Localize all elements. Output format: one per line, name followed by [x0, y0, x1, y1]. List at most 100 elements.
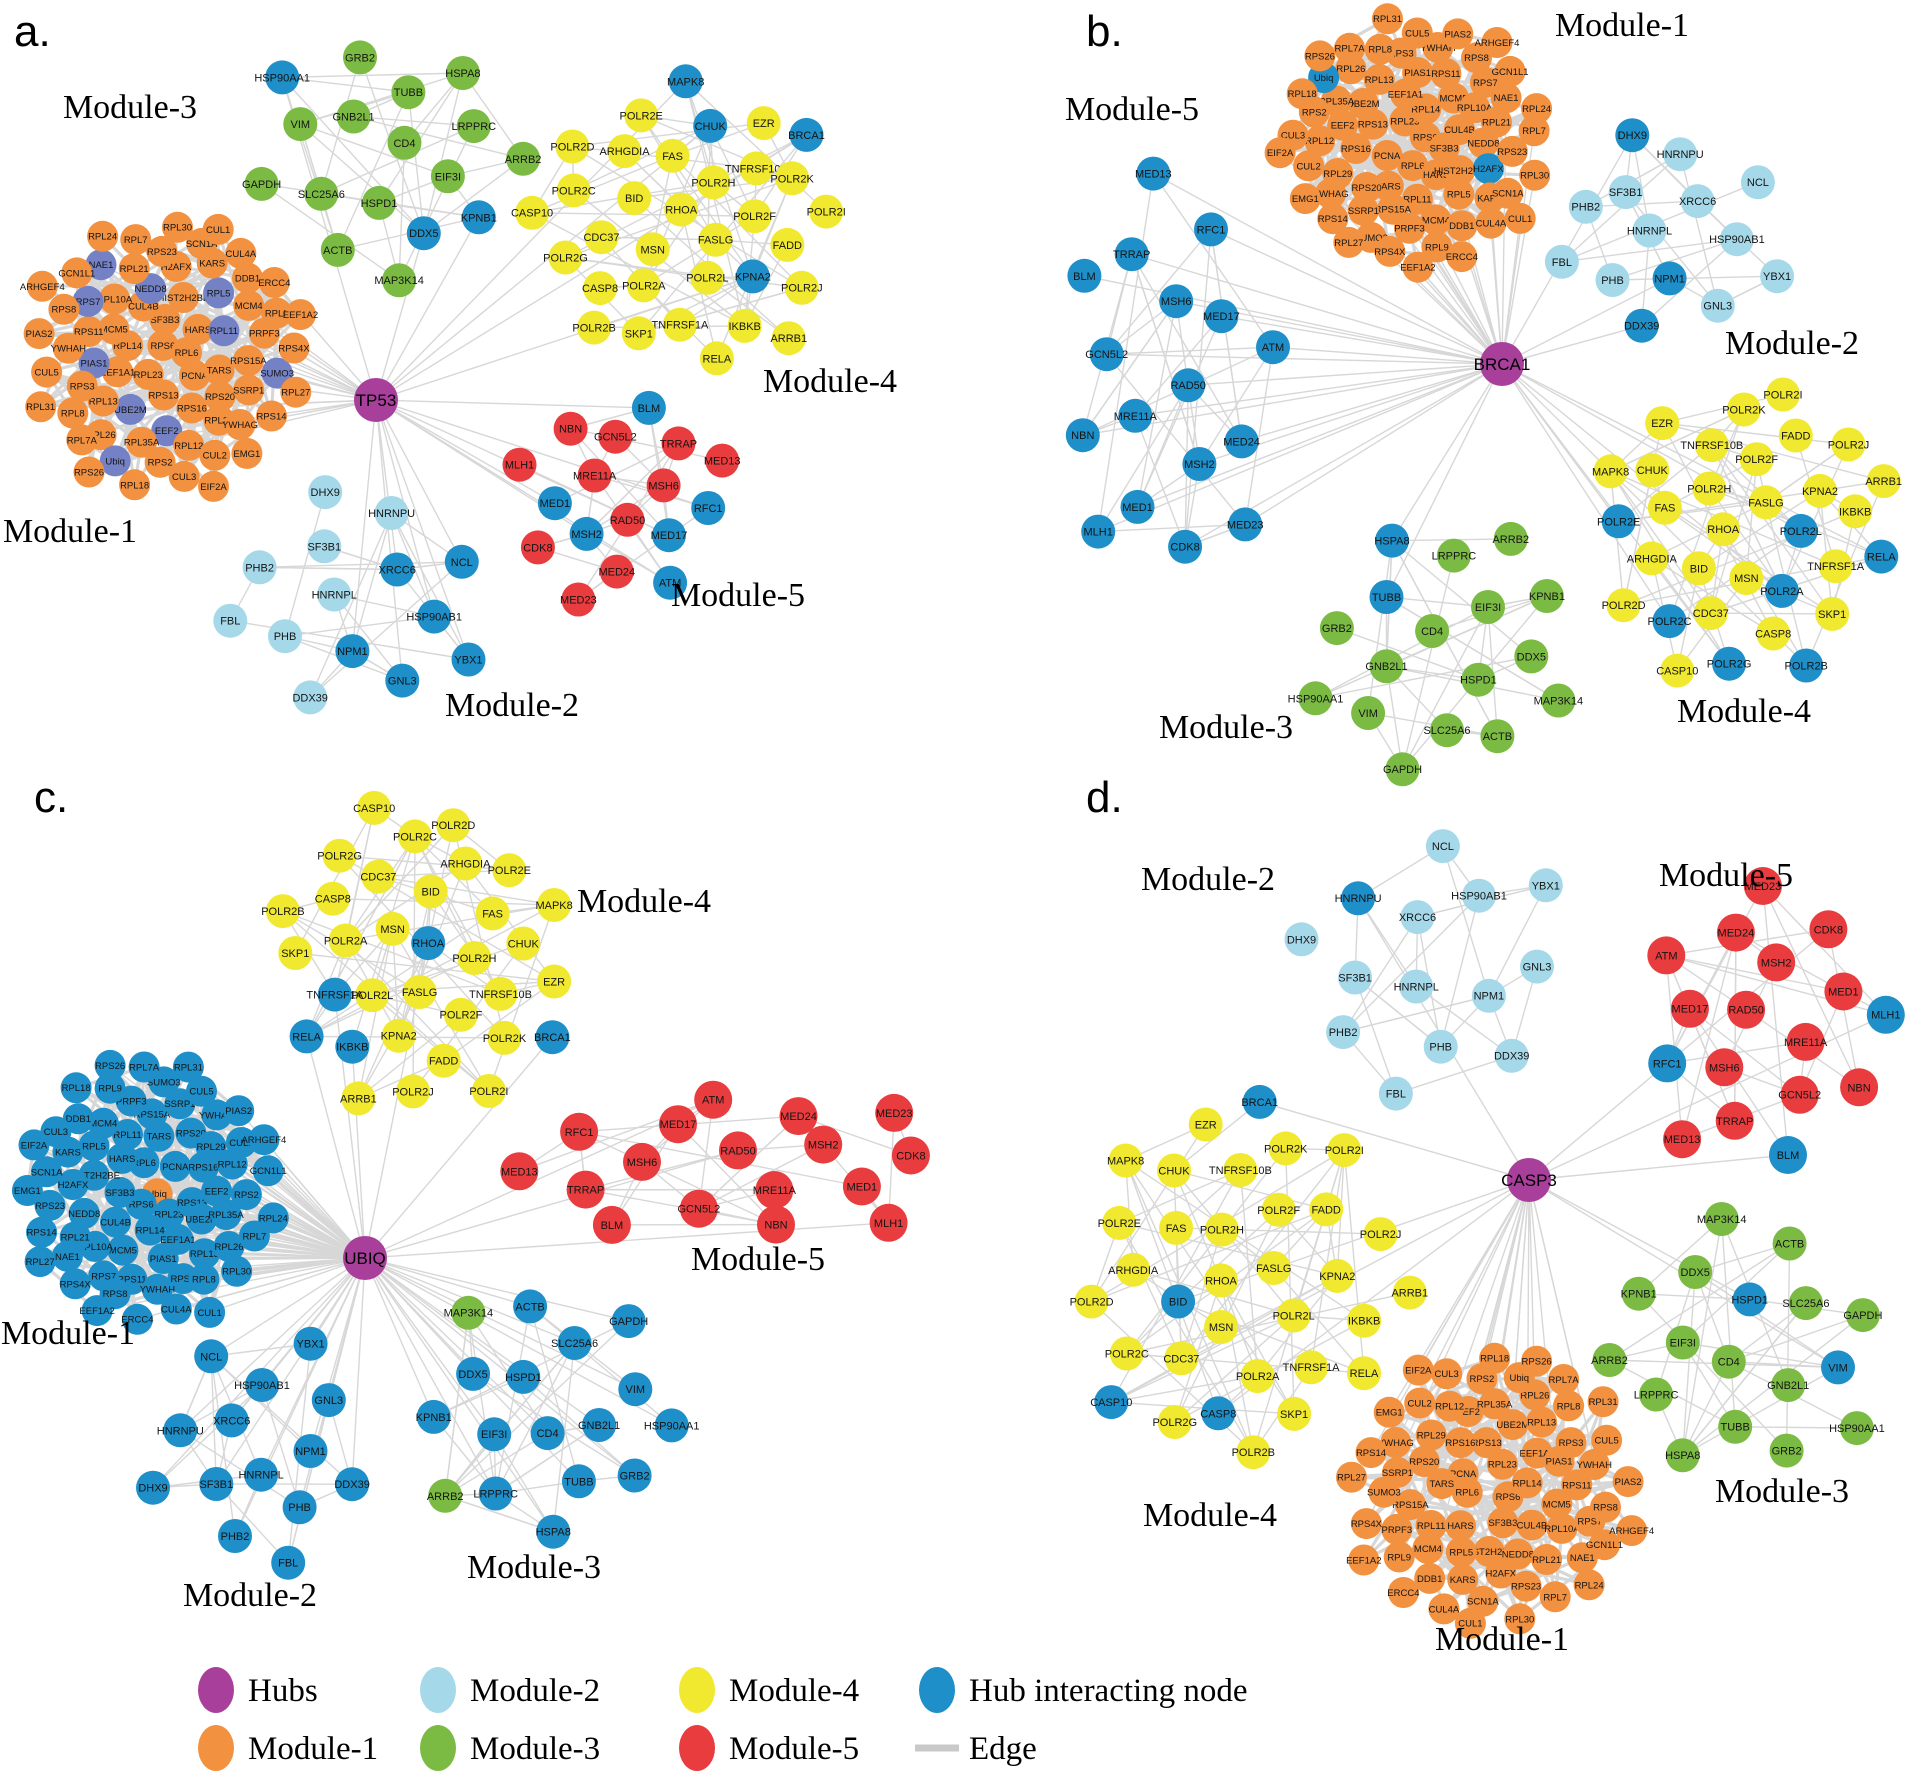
- node-label: CDK8: [523, 542, 552, 554]
- node-label: PRPF3: [249, 329, 280, 340]
- network-node: [746, 106, 781, 141]
- network-node: [406, 216, 441, 251]
- node-label: RHOA: [1707, 524, 1739, 536]
- network-node: [1504, 202, 1536, 234]
- edge: [1638, 1293, 1788, 1452]
- network-node: [1355, 1437, 1387, 1469]
- node-label: VIM: [1828, 1362, 1848, 1374]
- node-label: RELA: [1350, 1368, 1379, 1380]
- node-label: SLC25A6: [1423, 725, 1470, 737]
- network-node: [451, 1295, 486, 1330]
- network-node: [621, 316, 656, 351]
- node-label: POLR2L: [1273, 1310, 1315, 1322]
- network-node: [1224, 424, 1259, 459]
- node-label: MED1: [1122, 502, 1153, 514]
- node-label: ARRB1: [770, 333, 807, 345]
- hub-edge: [215, 1257, 366, 1485]
- network-node: [1587, 1386, 1619, 1418]
- edge: [306, 904, 555, 1038]
- hub-edge: [1528, 1062, 1668, 1181]
- node-label: MED24: [598, 567, 635, 579]
- network-node: [1304, 125, 1336, 157]
- node-label: RPL7A: [1549, 1375, 1580, 1386]
- node-label: RPL6: [1455, 1488, 1479, 1499]
- network-node: [1743, 867, 1782, 905]
- edge: [1442, 845, 1490, 997]
- node-label: PCNA: [162, 1162, 189, 1173]
- hub-edge: [375, 399, 463, 563]
- node-label: PIAS2: [225, 1106, 252, 1117]
- edge: [345, 824, 454, 941]
- edge: [1082, 300, 1177, 436]
- network-node: [617, 1458, 652, 1493]
- node-label: SF3B1: [1338, 972, 1372, 984]
- network-node: [1526, 1406, 1558, 1438]
- node-label: HNRNPU: [368, 508, 415, 520]
- network-node: [107, 1234, 139, 1266]
- node-label: FADD: [1781, 431, 1810, 443]
- network-node: [66, 370, 98, 402]
- node-label: RPL35A: [208, 1210, 244, 1221]
- hub-edge: [273, 282, 377, 401]
- edge: [1134, 415, 1186, 547]
- node-label: EZR: [1195, 1120, 1217, 1132]
- network-node: [1757, 943, 1796, 982]
- node-label: RPS7: [91, 1271, 116, 1282]
- edge: [1440, 895, 1480, 1047]
- node-label: SSRP1: [1348, 206, 1379, 217]
- node-label: BID: [625, 193, 643, 205]
- edge: [1689, 1008, 1789, 1156]
- edge: [522, 1376, 636, 1477]
- hub-edge: [1391, 363, 1503, 541]
- network-node: [1778, 418, 1813, 453]
- node-label: MCM5: [109, 1246, 137, 1257]
- network-node: [560, 1112, 599, 1151]
- module-cluster-module-3: CD4 HSPD1 GNB2L1 EIF3I SLC25A6 TUBB DDX5 VIM LRP…: [1288, 521, 1583, 787]
- hub-edge: [1188, 363, 1503, 386]
- edge: [1401, 555, 1455, 770]
- node-label: RPL8: [192, 1275, 216, 1286]
- network-node: [577, 458, 612, 493]
- network-node: [11, 1175, 43, 1206]
- edge: [1612, 275, 1778, 281]
- node-label: CDC37: [360, 872, 396, 884]
- node-label: RPS11: [117, 1275, 146, 1286]
- node-label: GCN5L2: [1778, 1090, 1821, 1102]
- node-label: YBX1: [1532, 880, 1560, 892]
- edge: [1609, 471, 1625, 606]
- node-label: YBX1: [297, 1339, 325, 1351]
- network-node: [242, 550, 277, 585]
- network-node: [1264, 137, 1296, 169]
- node-label: HARS: [1423, 170, 1449, 181]
- network-node: [691, 491, 726, 525]
- node-label: TRRAP: [1113, 249, 1150, 261]
- network-node: [1428, 1593, 1460, 1625]
- network-node: [1693, 596, 1728, 631]
- node-label: PHB2: [1571, 202, 1600, 214]
- node-label: CUL4B: [128, 301, 159, 312]
- edge: [1682, 1218, 1723, 1456]
- node-label: KARS: [199, 259, 225, 270]
- network-node: [492, 853, 527, 888]
- module-label: Module-2: [445, 687, 579, 724]
- node-label: CHUK: [508, 939, 540, 951]
- network-node: [382, 263, 417, 298]
- node-label: RPL31: [174, 1063, 203, 1074]
- network-node: [1462, 878, 1496, 913]
- node-label: Ubiq: [105, 456, 125, 467]
- node-label: RPL8: [61, 408, 85, 419]
- network-node: [428, 1478, 463, 1513]
- node-label: FBL: [278, 1558, 298, 1570]
- network-node: [1204, 1212, 1239, 1247]
- panel-letter-d: d.: [1086, 773, 1123, 822]
- node-label: CUL4B: [100, 1218, 131, 1229]
- network-node: [475, 896, 510, 931]
- network-node: [1348, 1544, 1380, 1576]
- hub-edge: [1272, 346, 1503, 365]
- network-node: [1114, 237, 1149, 272]
- node-label: ACTB: [1483, 731, 1512, 743]
- node-label: RPS26: [1305, 51, 1335, 62]
- node-label: H2AFX: [161, 262, 192, 273]
- network-node: [506, 1359, 541, 1394]
- node-label: GCN1L1: [250, 1166, 287, 1177]
